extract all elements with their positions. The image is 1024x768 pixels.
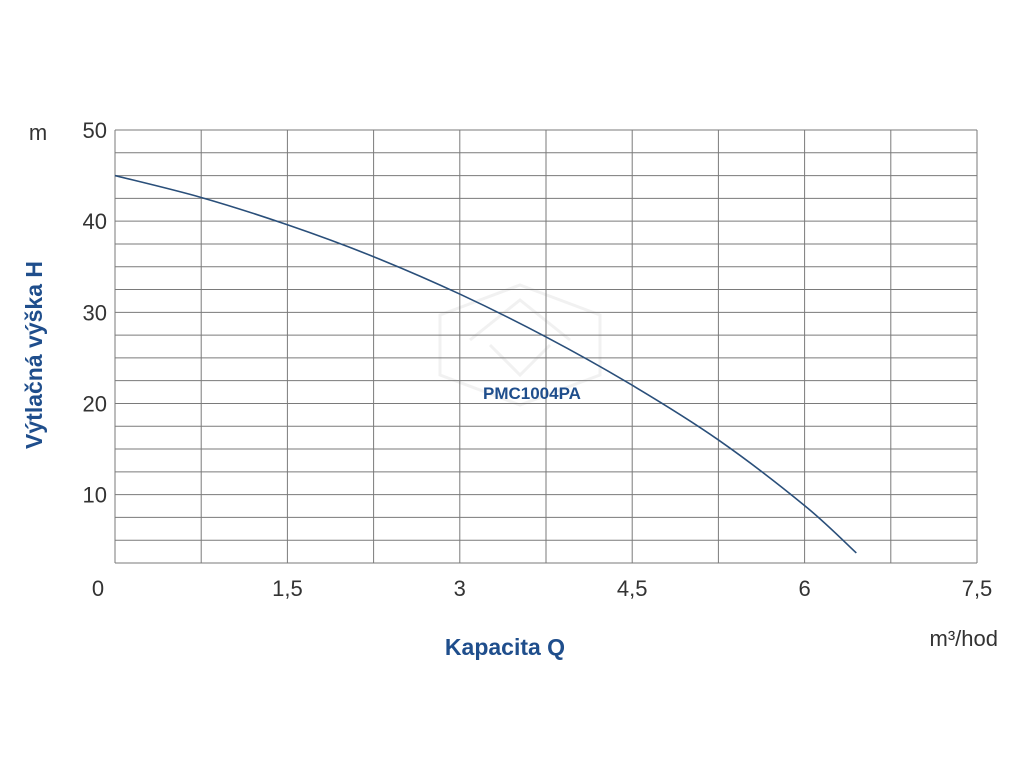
- x-tick-label: 1,5: [272, 576, 303, 601]
- y-tick-label: 10: [83, 483, 107, 508]
- x-tick-label: 6: [798, 576, 810, 601]
- grid: [114, 129, 978, 564]
- x-unit-label: m³/hod: [930, 626, 998, 651]
- y-unit-label: m: [29, 120, 47, 145]
- x-tick-label: 7,5: [962, 576, 993, 601]
- x-tick-labels: 0 1,5 3 4,5 6 7,5: [92, 576, 992, 601]
- watermark-logo: [438, 283, 602, 407]
- series-line-pmc1004pa: [114, 174, 857, 554]
- y-tick-label: 40: [83, 209, 107, 234]
- y-tick-label: 30: [83, 300, 107, 325]
- curve-layer: [114, 174, 857, 554]
- x-axis-title: Kapacita Q: [445, 634, 565, 660]
- x-tick-label: 4,5: [617, 576, 648, 601]
- y-tick-label: 20: [83, 391, 107, 416]
- y-tick-labels: 50 40 30 20 10: [83, 118, 107, 508]
- x-tick-label: 0: [92, 576, 104, 601]
- x-tick-label: 3: [454, 576, 466, 601]
- y-axis-title: Výtlačná výška H: [21, 261, 47, 449]
- y-tick-label: 50: [83, 118, 107, 143]
- series-label: PMC1004PA: [483, 384, 581, 403]
